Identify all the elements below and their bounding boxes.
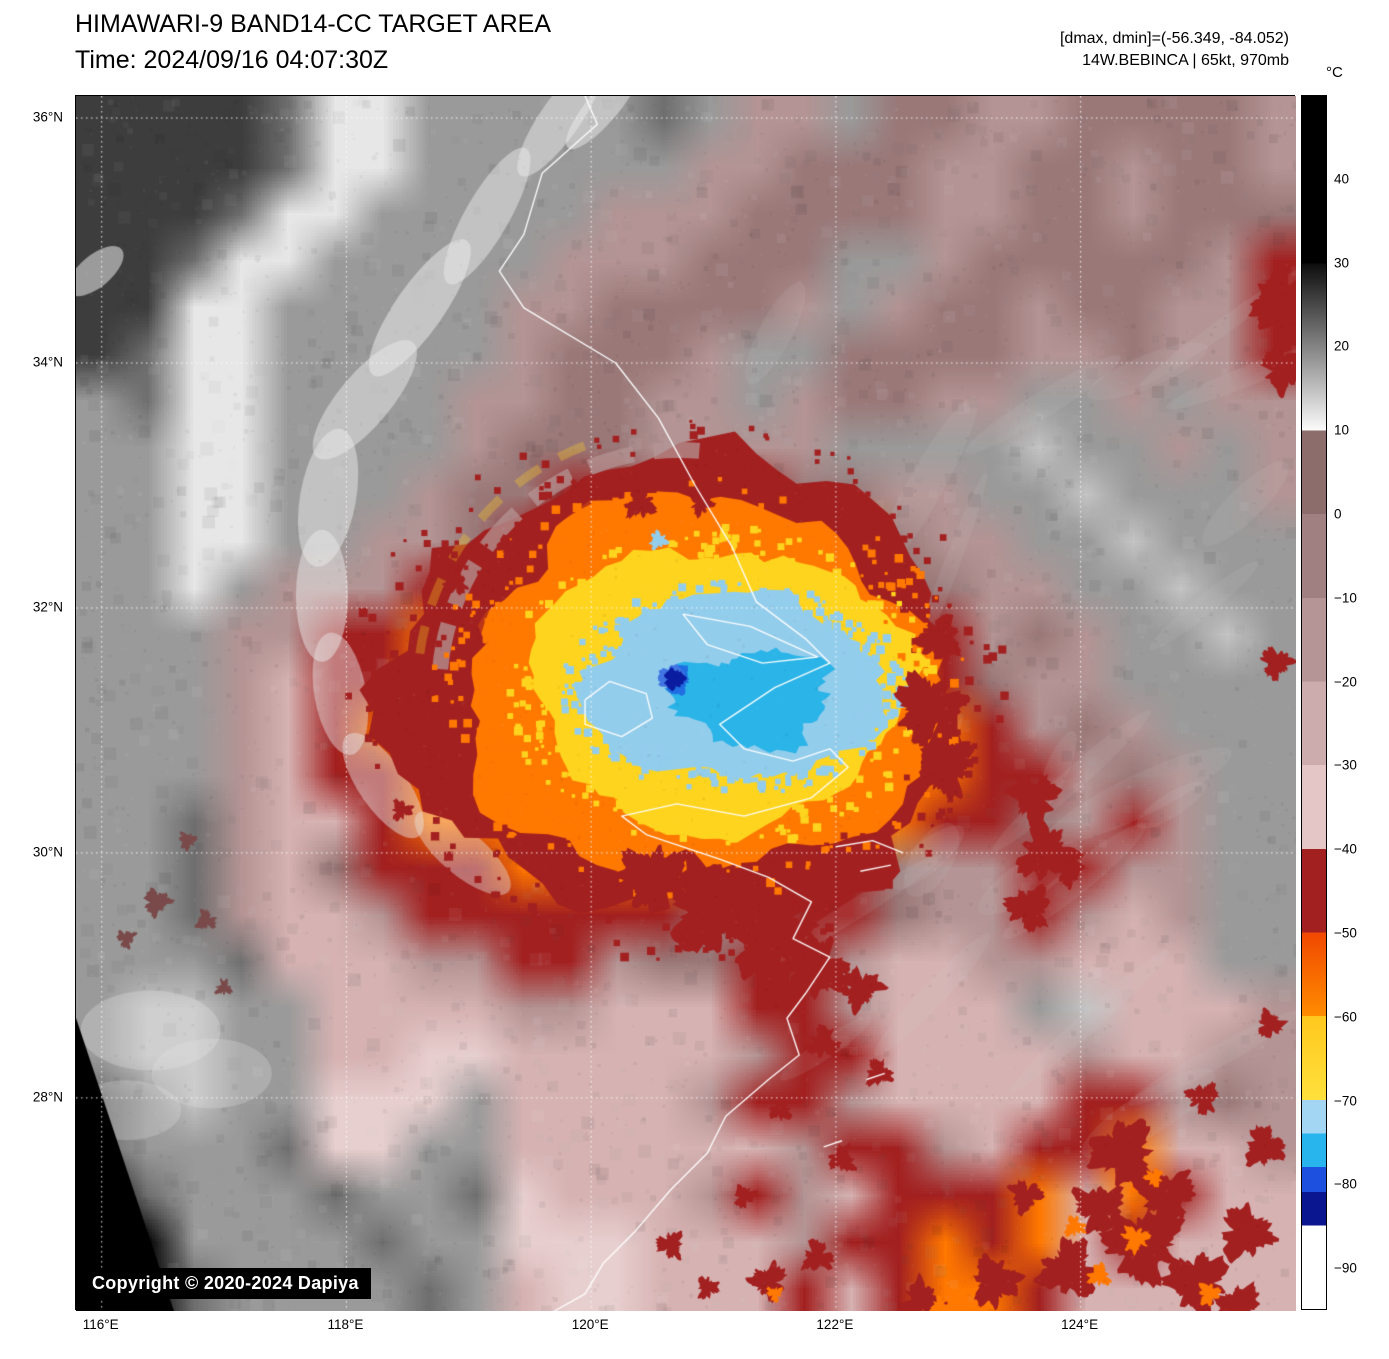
colorbar-tick-label: −20 [1334,674,1357,690]
copyright-label: Copyright © 2020-2024 Dapiya [80,1268,371,1299]
lon-axis: 116°E 118°E 120°E 122°E 124°E [75,1313,1295,1339]
colorbar-tick-label: 40 [1334,171,1350,187]
colorbar-tick-label: −80 [1334,1176,1357,1192]
lon-tick-label: 116°E [82,1317,119,1332]
colorbar-tick-label: −60 [1334,1009,1357,1025]
lon-tick-label: 122°E [816,1317,854,1332]
lat-tick-label: 34°N [32,354,63,370]
storm-info: 14W.BEBINCA | 65kt, 970mb [1082,52,1289,69]
lat-tick-label: 30°N [32,844,63,860]
lon-tick-label: 124°E [1061,1317,1099,1332]
colorbar [1301,95,1327,1310]
header-info: [dmax, dmin]=(-56.349, -84.052) 14W.BEBI… [1060,28,1289,72]
lon-tick-label: 120°E [571,1317,609,1332]
colorbar-tick-label: 0 [1334,506,1342,522]
page-title: HIMAWARI-9 BAND14-CC TARGET AREA [75,10,552,38]
colorbar-tick-label: −70 [1334,1093,1357,1109]
lat-tick-label: 32°N [32,599,63,615]
colorbar-tick-label: −10 [1334,590,1357,606]
lat-tick-label: 36°N [32,109,63,125]
satellite-image-canvas [76,96,1296,1311]
colorbar-tick-label: −40 [1334,841,1357,857]
colorbar-tick-label: −30 [1334,757,1357,773]
colorbar-tick-labels: 40 30 20 10 0 −10 −20 −30 −40 −50 −60 −70 −80 −90 [1334,95,1388,1310]
colorbar-tick-label: 30 [1334,255,1350,271]
colorbar-tick-label: −50 [1334,925,1357,941]
lat-axis: 36°N 34°N 32°N 30°N 28°N [0,95,70,1310]
colorbar-tick-label: 20 [1334,338,1350,354]
colorbar-tick-label: −90 [1334,1260,1357,1276]
timestamp: Time: 2024/09/16 04:07:30Z [75,46,389,74]
satellite-map: Copyright © 2020-2024 Dapiya [75,95,1296,1311]
lat-tick-label: 28°N [32,1089,63,1105]
colorbar-unit-label: °C [1326,64,1343,81]
lon-tick-label: 118°E [327,1317,364,1332]
colorbar-tick-label: 10 [1334,422,1350,438]
dmax-dmin-readout: [dmax, dmin]=(-56.349, -84.052) [1059,30,1289,47]
